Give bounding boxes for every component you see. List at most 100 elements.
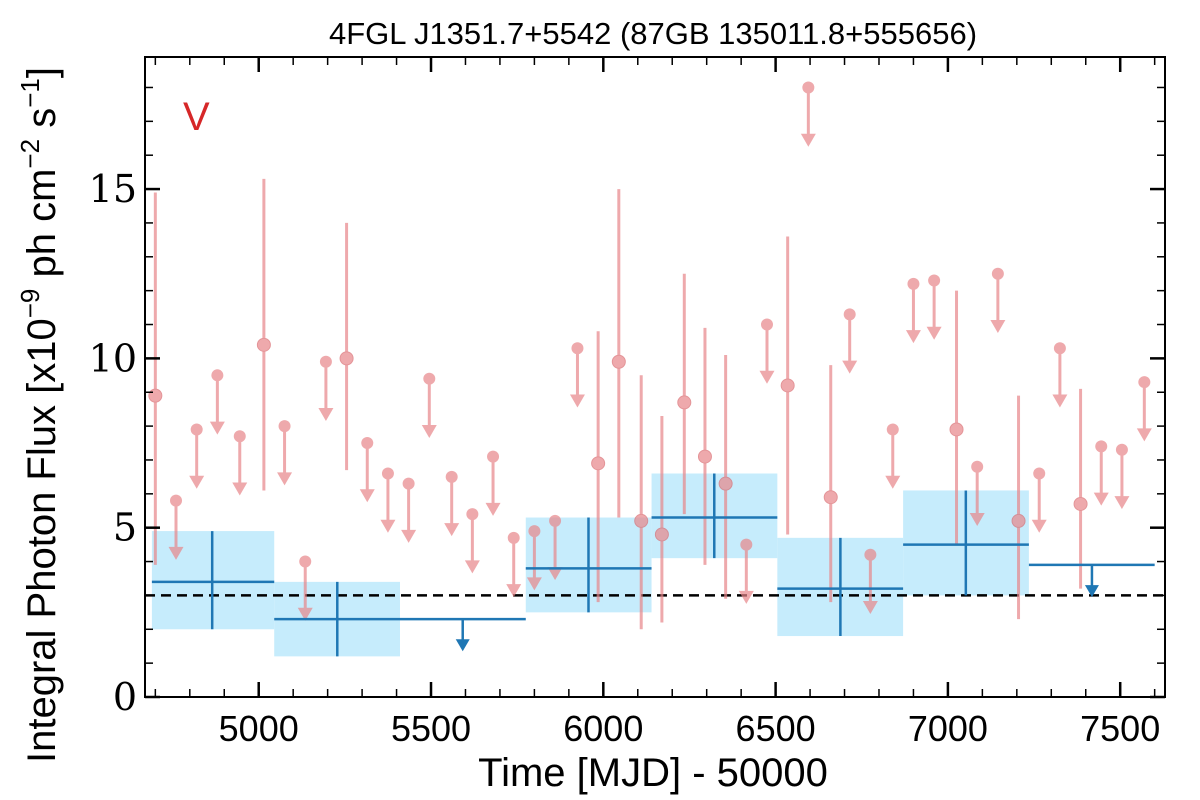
monthly-upper-limit-31 xyxy=(1114,443,1130,510)
monthly-detection-point xyxy=(611,354,626,369)
monthly-detection-point xyxy=(654,527,669,542)
x-tick-label: 5000 xyxy=(219,708,299,749)
monthly-upper-limit-arrow xyxy=(359,489,375,503)
monthly-upper-limit-point xyxy=(740,538,753,551)
yearly-detection-0 xyxy=(151,531,275,630)
monthly-upper-limit-point xyxy=(402,477,415,490)
monthly-upper-limit-14 xyxy=(506,531,522,598)
monthly-upper-limit-6 xyxy=(318,355,334,422)
monthly-detection-point xyxy=(634,513,649,528)
x-tick-label: 6500 xyxy=(736,708,816,749)
axes-border xyxy=(144,56,1166,698)
monthly-detection-5 xyxy=(634,375,649,630)
monthly-upper-limit-arrow xyxy=(380,519,396,533)
monthly-upper-limit-point xyxy=(907,277,920,290)
monthly-upper-limit-arrow xyxy=(862,601,878,615)
monthly-upper-limit-point xyxy=(1033,467,1046,480)
y-tick-label: 15 xyxy=(89,167,137,211)
monthly-detection-point xyxy=(823,490,838,505)
monthly-upper-limit-arrow xyxy=(1114,496,1130,510)
monthly-upper-limit-28 xyxy=(1031,467,1047,533)
monthly-detection-10 xyxy=(780,236,795,535)
y-tick-label: 0 xyxy=(113,675,137,719)
monthly-upper-limit-arrow xyxy=(277,472,293,486)
monthly-upper-limit-arrow xyxy=(401,529,417,543)
monthly-upper-limit-25 xyxy=(926,274,942,340)
monthly-upper-limit-point xyxy=(928,274,941,287)
monthly-upper-limit-5 xyxy=(297,555,313,621)
monthly-detection-3 xyxy=(591,331,606,603)
monthly-upper-limit-8 xyxy=(380,467,396,533)
monthly-detection-1 xyxy=(256,178,271,491)
y-tick-label: 10 xyxy=(89,336,137,380)
monthly-detection-point xyxy=(780,378,795,393)
monthly-detection-12 xyxy=(949,290,964,545)
x-axis-label: Time [MJD] - 50000 xyxy=(478,751,828,795)
monthly-upper-limit-9 xyxy=(401,477,417,543)
monthly-upper-limit-19 xyxy=(759,318,775,384)
monthly-upper-limit-arrow xyxy=(526,577,542,591)
monthly-upper-limit-arrow xyxy=(759,370,775,384)
monthly-upper-limit-2 xyxy=(209,369,225,435)
monthly-detection-point xyxy=(256,337,271,352)
monthly-upper-limit-arrow xyxy=(506,584,522,598)
monthly-detection-11 xyxy=(823,365,838,603)
monthly-detection-point xyxy=(339,351,354,366)
monthly-upper-limit-arrow xyxy=(297,607,313,621)
yearly-upper-limit-1 xyxy=(1028,563,1155,598)
monthly-upper-limit-point xyxy=(361,437,374,450)
monthly-detection-13 xyxy=(1011,395,1026,620)
monthly-upper-limit-3 xyxy=(232,430,248,496)
monthly-upper-limit-arrow xyxy=(485,502,501,516)
monthly-upper-limit-22 xyxy=(862,548,878,615)
yearly-detection-1 xyxy=(274,581,400,657)
variability-flag: V xyxy=(183,95,210,139)
y-axis-label-end: ] xyxy=(20,67,64,78)
monthly-upper-limit-27 xyxy=(990,267,1006,333)
monthly-upper-limit-arrow xyxy=(905,330,921,344)
monthly-upper-limit-24 xyxy=(905,277,921,344)
monthly-upper-limit-arrow xyxy=(168,546,184,560)
monthly-upper-limit-point xyxy=(1095,440,1108,453)
monthly-upper-limit-7 xyxy=(359,437,375,503)
monthly-upper-limit-1 xyxy=(189,423,205,489)
monthly-detection-8 xyxy=(697,327,712,565)
monthly-upper-limit-0 xyxy=(168,494,184,560)
monthly-detection-4 xyxy=(611,189,626,518)
monthly-upper-limit-arrow xyxy=(842,360,858,374)
monthly-upper-limit-arrow xyxy=(444,523,460,537)
monthly-upper-limit-arrow xyxy=(318,408,334,422)
yearly-detection-3 xyxy=(651,473,778,559)
monthly-upper-limit-18 xyxy=(738,538,754,604)
monthly-detection-point xyxy=(697,449,712,464)
plot-frame xyxy=(144,56,1166,698)
monthly-upper-limit-20 xyxy=(800,81,816,147)
monthly-detection-14 xyxy=(1073,388,1088,589)
monthly-upper-limit-point xyxy=(1053,342,1066,355)
monthly-detection-point xyxy=(949,422,964,437)
plot-content xyxy=(145,81,1165,657)
monthly-upper-limit-point xyxy=(278,420,291,433)
yearly-detection-5 xyxy=(903,490,1029,596)
monthly-detection-7 xyxy=(677,273,692,515)
monthly-upper-limit-point xyxy=(466,508,479,521)
monthly-upper-limit-point xyxy=(190,423,203,436)
monthly-upper-limit-point xyxy=(299,555,312,568)
monthly-detection-2 xyxy=(339,222,354,471)
yearly-upper-limit-arrow xyxy=(455,639,470,652)
monthly-upper-limit-arrow xyxy=(232,482,248,496)
monthly-detection-point xyxy=(148,388,163,403)
monthly-upper-limit-point xyxy=(1115,443,1128,456)
monthly-upper-limit-arrow xyxy=(569,394,585,408)
monthly-upper-limit-point xyxy=(864,548,877,561)
monthly-upper-limit-10 xyxy=(421,372,437,438)
x-tick-label: 7000 xyxy=(908,708,988,749)
monthly-upper-limit-point xyxy=(1138,376,1151,389)
monthly-upper-limit-point xyxy=(528,525,541,538)
monthly-upper-limit-point xyxy=(423,372,436,385)
yearly-detection-2 xyxy=(525,517,652,613)
monthly-upper-limit-point xyxy=(445,470,458,483)
monthly-upper-limit-26 xyxy=(969,460,985,526)
monthly-upper-limit-23 xyxy=(885,423,901,489)
